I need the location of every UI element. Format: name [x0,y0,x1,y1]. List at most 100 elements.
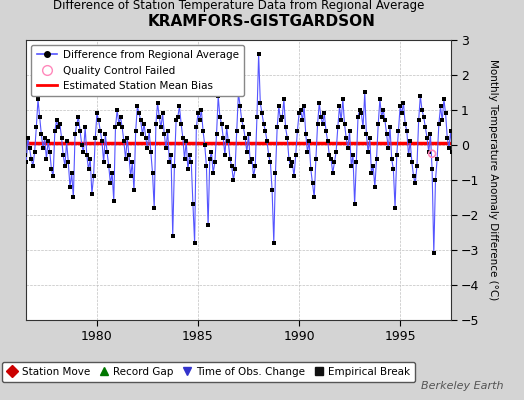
Point [205,156,214,162]
Point [51,128,59,134]
Point [256,100,265,106]
Point [295,110,303,117]
Point [217,121,226,127]
Point [450,254,458,260]
Point [126,173,135,180]
Point [40,135,49,141]
Point [430,250,438,257]
Point [19,138,27,145]
Point [84,166,93,173]
Point [345,128,354,134]
Point [408,159,416,166]
Point [187,159,195,166]
Point [201,142,209,148]
Point [307,166,315,173]
Point [340,121,348,127]
Point [54,124,62,131]
Point [88,191,96,197]
Point [202,163,211,169]
Point [399,100,408,106]
Point [433,156,441,162]
Point [396,103,405,110]
Point [401,121,409,127]
Point [44,138,52,145]
Point [389,166,398,173]
Point [78,142,86,148]
Point [424,149,433,155]
Point [179,135,187,141]
Legend: Station Move, Record Gap, Time of Obs. Change, Empirical Break: Station Move, Record Gap, Time of Obs. C… [2,362,416,382]
Point [234,89,243,96]
Point [249,173,258,180]
Point [379,107,387,113]
Point [259,121,268,127]
Point [313,121,322,127]
Point [241,135,249,141]
Point [366,135,374,141]
Point [428,150,436,157]
Point [300,103,308,110]
Point [125,152,133,159]
Point [100,159,108,166]
Point [56,121,64,127]
Point [173,114,182,120]
Point [194,110,202,117]
Point [405,152,413,159]
Point [20,152,29,159]
Point [384,145,392,152]
Point [246,159,254,166]
Point [323,138,332,145]
Point [273,124,281,131]
Point [118,124,126,131]
Point [233,128,241,134]
Point [421,124,430,131]
Point [369,163,377,169]
Point [101,131,110,138]
Point [351,201,359,208]
Point [244,131,253,138]
Point [34,96,42,103]
Point [123,135,132,141]
Point [398,110,406,117]
Point [374,121,383,127]
Point [381,117,389,124]
Point [387,156,396,162]
Point [133,103,141,110]
Point [143,145,151,152]
Point [255,51,263,57]
Point [64,159,72,166]
Point [418,107,426,113]
Point [431,177,440,183]
Point [354,114,362,120]
Point [364,149,373,155]
Point [293,128,302,134]
Point [69,194,78,201]
Point [226,156,234,162]
Point [426,131,434,138]
Point [391,205,399,211]
Point [15,110,24,117]
Point [167,152,175,159]
Point [32,124,40,131]
Point [223,124,231,131]
Point [122,156,130,162]
Point [172,117,180,124]
Point [83,152,91,159]
Point [216,114,224,120]
Point [81,124,90,131]
Point [251,163,259,169]
Point [243,149,251,155]
Point [192,124,201,131]
Point [62,138,71,145]
Point [219,135,227,141]
Point [66,184,74,190]
Point [132,128,140,134]
Point [61,163,69,169]
Point [157,124,165,131]
Point [332,149,340,155]
Point [189,201,197,208]
Point [308,180,316,187]
Point [236,103,244,110]
Point [221,152,229,159]
Point [110,198,118,204]
